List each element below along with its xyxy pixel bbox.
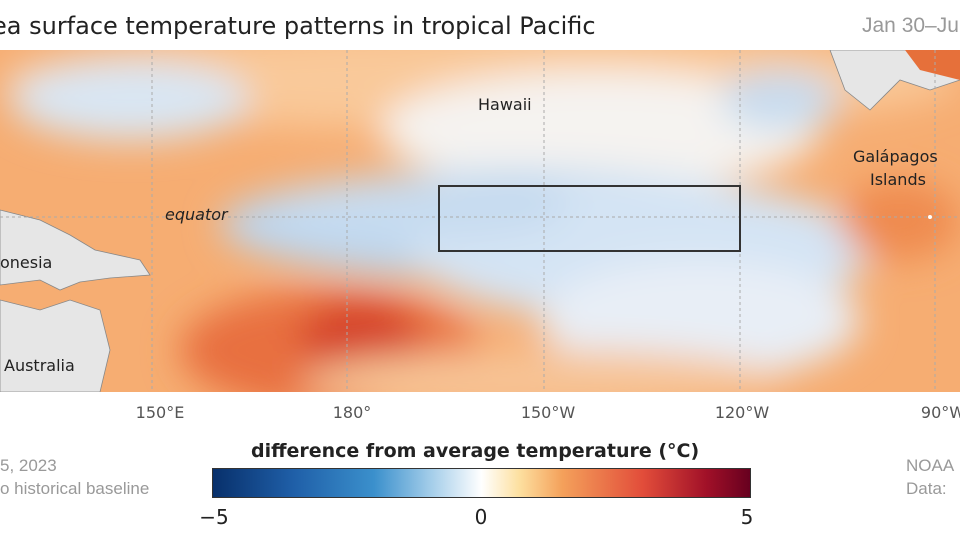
colorbar-min: −5 bbox=[199, 505, 229, 529]
sst-anomaly-map: Hawaii Galápagos Islands equator onesia … bbox=[0, 50, 960, 392]
lon-tick-120w: 120°W bbox=[714, 403, 770, 422]
label-hawaii: Hawaii bbox=[478, 95, 532, 114]
colorbar-title: difference from average temperature (°C) bbox=[251, 440, 700, 462]
lon-tick-180: 180° bbox=[332, 403, 372, 422]
footer-data: Data: bbox=[906, 479, 947, 498]
footer-date: 5, 2023 bbox=[0, 456, 57, 475]
lon-tick-150e: 150°E bbox=[135, 403, 185, 422]
footer-credit: NOAA bbox=[906, 456, 955, 475]
colorbar-mid: 0 bbox=[474, 505, 488, 529]
indonesia-land bbox=[0, 209, 151, 291]
label-equator: equator bbox=[165, 205, 228, 224]
label-islands: Islands bbox=[870, 170, 926, 189]
map-graphic bbox=[0, 50, 960, 392]
date-range: Jan 30–Ju bbox=[862, 14, 959, 37]
footer-baseline: o historical baseline bbox=[0, 479, 150, 498]
land bbox=[0, 50, 960, 392]
label-australia: Australia bbox=[4, 356, 75, 375]
australia-land bbox=[0, 299, 111, 392]
lon-tick-150w: 150°W bbox=[520, 403, 576, 422]
colorbar-max: 5 bbox=[740, 505, 754, 529]
label-galapagos: Galápagos bbox=[853, 147, 938, 166]
label-indonesia: onesia bbox=[0, 253, 53, 272]
colorbar bbox=[212, 468, 751, 498]
map-title: ea surface temperature patterns in tropi… bbox=[0, 12, 596, 40]
nino34-box bbox=[438, 185, 741, 252]
graticule bbox=[0, 50, 960, 392]
lon-tick-90w: 90°W bbox=[920, 403, 960, 422]
